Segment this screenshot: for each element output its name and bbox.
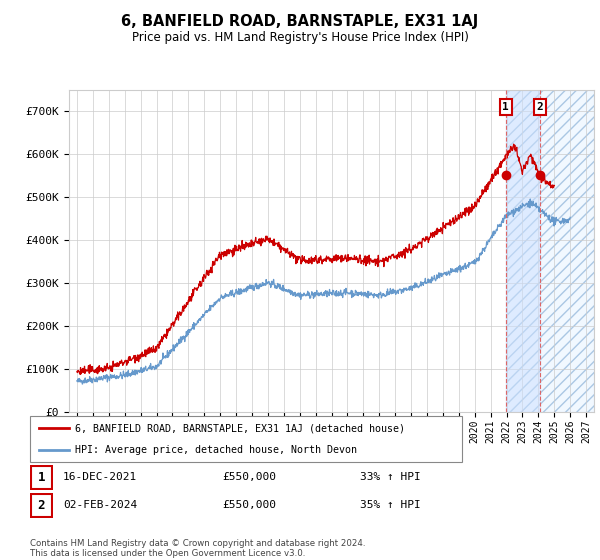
Text: 1: 1 bbox=[38, 471, 45, 484]
Text: 2: 2 bbox=[536, 102, 543, 112]
Text: £550,000: £550,000 bbox=[222, 473, 276, 482]
Text: 35% ↑ HPI: 35% ↑ HPI bbox=[360, 501, 421, 510]
Text: 2: 2 bbox=[38, 499, 45, 512]
FancyBboxPatch shape bbox=[30, 416, 462, 462]
Text: £550,000: £550,000 bbox=[222, 501, 276, 510]
Text: Contains HM Land Registry data © Crown copyright and database right 2024.
This d: Contains HM Land Registry data © Crown c… bbox=[30, 539, 365, 558]
Bar bbox=[506, 90, 540, 412]
FancyBboxPatch shape bbox=[31, 466, 52, 489]
Text: Price paid vs. HM Land Registry's House Price Index (HPI): Price paid vs. HM Land Registry's House … bbox=[131, 31, 469, 44]
Text: 02-FEB-2024: 02-FEB-2024 bbox=[63, 501, 137, 510]
FancyBboxPatch shape bbox=[31, 494, 52, 517]
Text: 6, BANFIELD ROAD, BARNSTAPLE, EX31 1AJ (detached house): 6, BANFIELD ROAD, BARNSTAPLE, EX31 1AJ (… bbox=[76, 423, 406, 433]
Bar bbox=[506, 90, 594, 412]
Text: HPI: Average price, detached house, North Devon: HPI: Average price, detached house, Nort… bbox=[76, 445, 358, 455]
Text: 6, BANFIELD ROAD, BARNSTAPLE, EX31 1AJ: 6, BANFIELD ROAD, BARNSTAPLE, EX31 1AJ bbox=[121, 14, 479, 29]
Bar bbox=[506, 90, 594, 412]
Text: 16-DEC-2021: 16-DEC-2021 bbox=[63, 473, 137, 482]
Text: 33% ↑ HPI: 33% ↑ HPI bbox=[360, 473, 421, 482]
Text: 1: 1 bbox=[502, 102, 509, 112]
